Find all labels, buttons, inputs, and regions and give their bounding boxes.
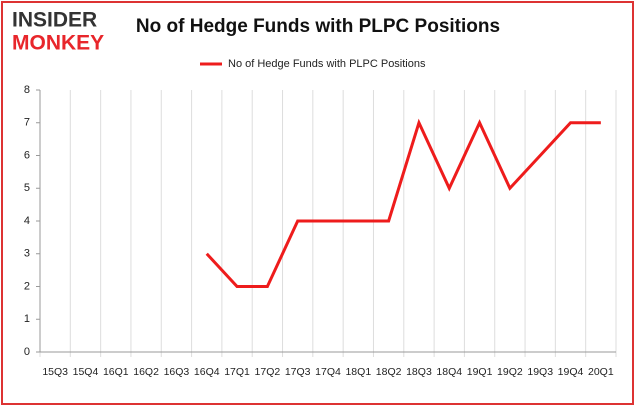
y-tick-label: 5: [24, 182, 30, 194]
legend-label: No of Hedge Funds with PLPC Positions: [228, 58, 426, 70]
y-tick-label: 3: [24, 248, 30, 260]
x-tick-label: 20Q1: [588, 366, 614, 378]
logo-top: INSIDER: [12, 9, 97, 32]
x-tick-label: 17Q4: [315, 366, 341, 378]
x-tick-label: 17Q3: [285, 366, 311, 378]
x-tick-label: 19Q3: [527, 366, 553, 378]
y-tick-label: 2: [24, 280, 30, 292]
y-tick-label: 7: [24, 117, 30, 129]
x-tick-label: 15Q4: [73, 366, 99, 378]
x-tick-label: 16Q4: [194, 366, 220, 378]
x-tick-label: 18Q2: [376, 366, 402, 378]
y-tick-label: 6: [24, 149, 30, 161]
x-tick-label: 19Q4: [558, 366, 584, 378]
y-tick-label: 4: [24, 215, 30, 227]
x-tick-label: 19Q2: [497, 366, 523, 378]
x-tick-label: 17Q2: [255, 366, 281, 378]
x-tick-label: 17Q1: [224, 366, 250, 378]
x-tick-label: 18Q1: [345, 366, 371, 378]
x-tick-label: 19Q1: [467, 366, 493, 378]
x-tick-label: 18Q3: [406, 366, 432, 378]
y-tick-label: 0: [24, 346, 30, 358]
line-series: [205, 118, 601, 288]
x-tick-label: 16Q3: [164, 366, 190, 378]
y-tick-label: 1: [24, 313, 30, 325]
x-tick-label: 16Q1: [103, 366, 129, 378]
x-tick-label: 15Q3: [42, 366, 68, 378]
x-tick-label: 18Q4: [436, 366, 462, 378]
logo-bottom: MONKEY: [12, 32, 104, 55]
x-tick-label: 16Q2: [133, 366, 159, 378]
y-tick-label: 8: [24, 84, 30, 96]
chart-title: No of Hedge Funds with PLPC Positions: [136, 16, 500, 37]
